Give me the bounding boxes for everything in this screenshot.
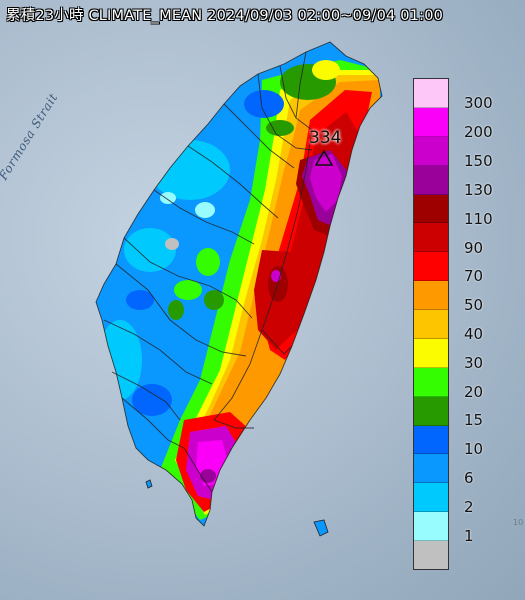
legend-label: 30 xyxy=(464,353,484,372)
map-title: 累積23小時 CLIMATE_MEAN 2024/09/03 02:00~09/… xyxy=(6,8,444,24)
legend-swatch xyxy=(414,396,448,426)
legend-swatch xyxy=(414,425,448,455)
legend-swatch xyxy=(414,483,448,513)
legend-label: 10 xyxy=(464,440,484,459)
legend-label: 300 xyxy=(464,94,493,113)
legend-swatch xyxy=(414,281,448,310)
legend-label: 40 xyxy=(464,325,484,343)
legend-label: 130 xyxy=(464,180,493,199)
max-rainfall-label: 334 xyxy=(309,128,342,148)
legend-label: 200 xyxy=(464,123,493,142)
legend-labels: 300 200 150 130 110 90 70 50 40 30 20 15 10 6 2 1 xyxy=(460,78,520,568)
legend-swatch xyxy=(414,223,448,253)
max-rainfall-triangle-icon xyxy=(315,150,333,166)
legend-swatch xyxy=(414,165,448,195)
legend-label: 2 xyxy=(464,497,474,516)
legend-label: 70 xyxy=(464,267,484,286)
legend-label: 6 xyxy=(464,469,474,488)
corner-text: 10 xyxy=(513,518,524,527)
legend-swatch xyxy=(414,79,448,108)
legend-swatch xyxy=(414,367,448,397)
legend-swatch xyxy=(414,338,448,368)
legend-label: 15 xyxy=(464,411,484,430)
legend-label: 1 xyxy=(464,526,474,545)
legend-swatch xyxy=(414,454,448,484)
legend-label: 150 xyxy=(464,152,493,171)
legend-swatch xyxy=(414,310,448,339)
legend-swatch xyxy=(414,194,448,224)
legend-label: 90 xyxy=(464,238,484,257)
legend-label: 20 xyxy=(464,382,484,401)
legend-swatch xyxy=(414,107,448,137)
legend-color-bar xyxy=(413,78,449,570)
legend-swatch xyxy=(414,136,448,166)
legend-label: 50 xyxy=(464,296,484,315)
legend-label: 110 xyxy=(464,209,493,228)
legend-swatch xyxy=(414,252,448,282)
legend-swatch xyxy=(414,512,448,541)
legend-swatch xyxy=(414,541,448,569)
